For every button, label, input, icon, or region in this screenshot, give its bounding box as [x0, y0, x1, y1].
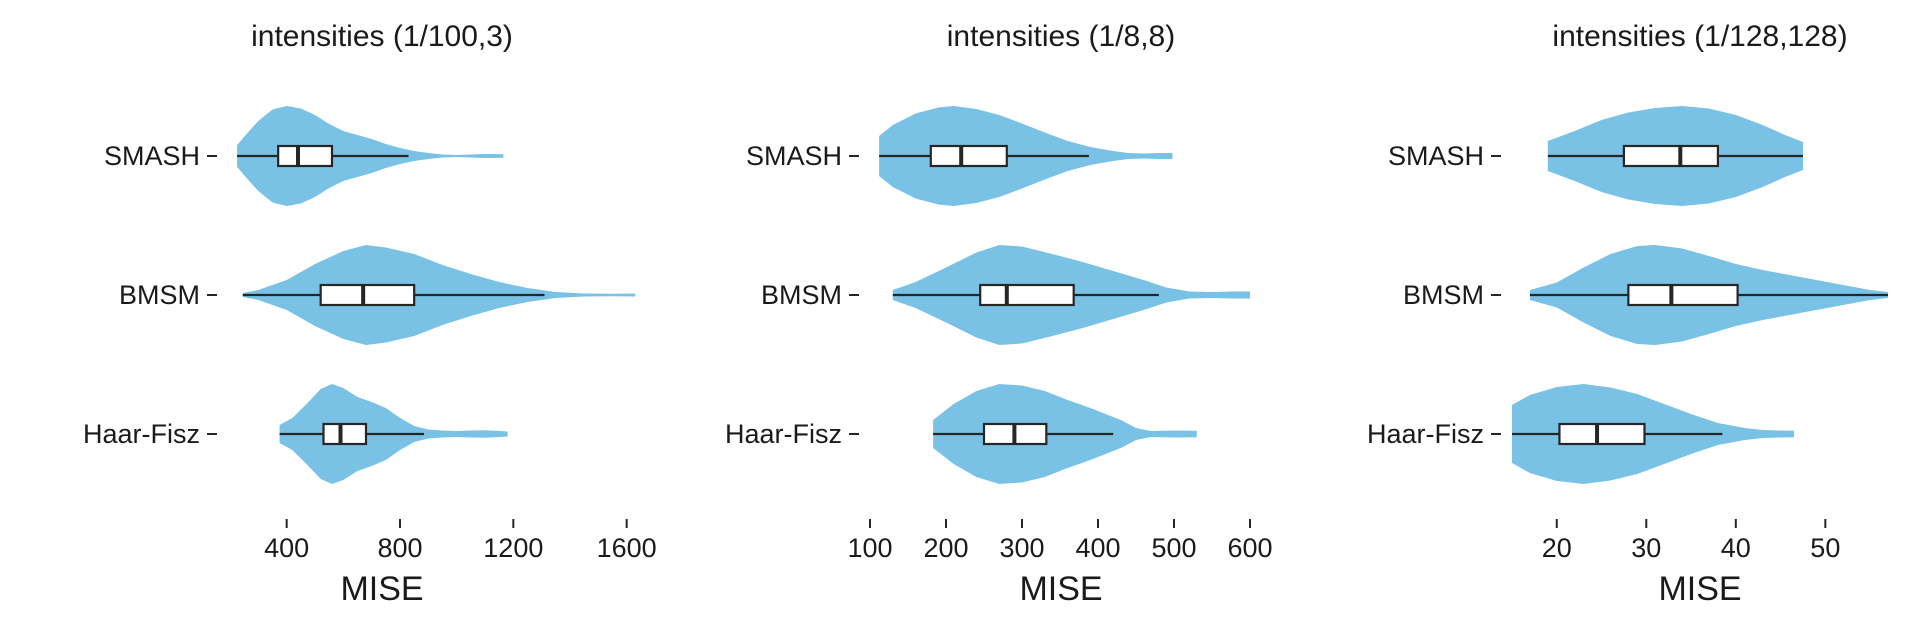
x-tick-label: 300: [999, 533, 1044, 563]
category-label: SMASH: [746, 141, 842, 171]
iqr-box: [929, 144, 1008, 168]
iqr-box: [979, 283, 1075, 307]
iqr-box: [1627, 283, 1739, 307]
x-tick-label: 100: [847, 533, 892, 563]
x-tick-label: 50: [1810, 533, 1840, 563]
panel-title: intensities (1/128,128): [1552, 20, 1847, 53]
x-tick-label: 800: [377, 533, 422, 563]
x-tick-label: 600: [1227, 533, 1272, 563]
category-label: SMASH: [1388, 141, 1484, 171]
category-label: Haar-Fisz: [725, 419, 842, 449]
x-tick-label: 20: [1542, 533, 1572, 563]
panel-title: intensities (1/8,8): [947, 20, 1175, 53]
x-tick-label: 1200: [483, 533, 543, 563]
iqr-box: [1558, 422, 1646, 446]
x-tick-label: 400: [264, 533, 309, 563]
panel-title: intensities (1/100,3): [251, 20, 513, 53]
category-label: SMASH: [104, 141, 200, 171]
x-tick-label: 500: [1151, 533, 1196, 563]
x-axis-label: MISE: [1658, 570, 1741, 608]
x-tick-label: 400: [1075, 533, 1120, 563]
iqr-box: [277, 144, 334, 168]
category-label: Haar-Fisz: [1367, 419, 1484, 449]
category-label: BMSM: [761, 280, 842, 310]
x-tick-label: 40: [1721, 533, 1751, 563]
x-axis-label: MISE: [340, 570, 423, 608]
x-tick-label: 1600: [597, 533, 657, 563]
iqr-box: [319, 283, 416, 307]
category-label: BMSM: [119, 280, 200, 310]
iqr-box: [322, 422, 368, 446]
category-label: Haar-Fisz: [83, 419, 200, 449]
iqr-box: [1622, 144, 1720, 168]
x-tick-label: 200: [923, 533, 968, 563]
category-label: BMSM: [1403, 280, 1484, 310]
x-axis-label: MISE: [1019, 570, 1102, 608]
x-tick-label: 30: [1631, 533, 1661, 563]
